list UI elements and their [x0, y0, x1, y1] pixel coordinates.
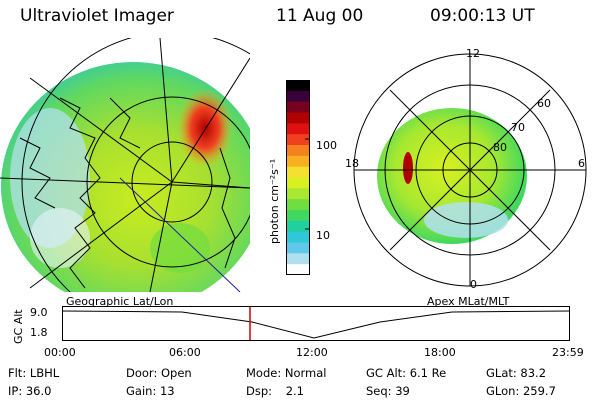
- info-glon: GLon: 259.7: [486, 384, 556, 398]
- colorbar-band: [286, 80, 310, 92]
- mlt-label-12: 12: [466, 47, 480, 60]
- timeline-ytick-high: 9.0: [30, 306, 48, 319]
- colorbar-band: [286, 253, 310, 265]
- mode-value: Normal: [284, 366, 327, 380]
- mlat-mlt-plot: [353, 53, 587, 287]
- colorbar-tick-100: 100: [316, 139, 337, 152]
- apex-caption: Apex MLat/MLT: [427, 295, 510, 308]
- timeline-xtick-1800: 18:00: [424, 346, 456, 359]
- flt-label: Flt:: [8, 366, 27, 380]
- timeline-xtick-2359: 23:59: [552, 346, 584, 359]
- timeline-xtick-0600: 06:00: [169, 346, 201, 359]
- info-mode: Mode: Normal: [246, 366, 326, 380]
- info-gcalt: GC Alt: 6.1 Re: [366, 366, 446, 380]
- colorbar-band: [286, 231, 310, 243]
- gain-label: Gain:: [126, 384, 157, 398]
- geographic-image: [0, 38, 250, 292]
- image-time: 09:00:13 UT: [430, 6, 535, 26]
- glat-label: GLat:: [486, 366, 517, 380]
- info-gain: Gain: 13: [126, 384, 175, 398]
- info-glat: GLat: 83.2: [486, 366, 546, 380]
- colorbar-band: [286, 177, 310, 189]
- image-date: 11 Aug 00: [276, 6, 364, 26]
- aurora-hotspot: [177, 88, 233, 168]
- timeline-ytick-low: 1.8: [30, 326, 48, 339]
- gcalt-label: GC Alt:: [366, 366, 407, 380]
- colorbar-unit-label: photon cm⁻²s⁻¹: [268, 158, 281, 244]
- colorbar-band: [286, 210, 310, 222]
- flt-value: LBHL: [29, 366, 60, 380]
- seq-value: 39: [395, 384, 410, 398]
- mlt-label-6: 6: [578, 157, 585, 170]
- mlat-label-80: 80: [493, 141, 507, 154]
- glon-value: 259.7: [522, 384, 556, 398]
- colorbar-band: [286, 220, 310, 233]
- colorbar-band: [286, 112, 310, 124]
- colorbar-frame: [286, 80, 310, 275]
- gain-value: 13: [159, 384, 175, 398]
- timeline-xtick-0000: 00:00: [44, 346, 76, 359]
- mlat-label-60: 60: [537, 97, 551, 110]
- mlat-label-70: 70: [511, 121, 525, 134]
- info-flt: Flt: LBHL: [8, 366, 59, 380]
- info-dsp: Dsp: 2.1: [246, 384, 304, 398]
- dsp-label: Dsp:: [246, 384, 273, 398]
- colorbar-tick-10: 10: [316, 229, 330, 242]
- colorbar-band: [286, 264, 310, 275]
- colorbar-band: [286, 101, 310, 113]
- door-value: Open: [160, 366, 192, 380]
- seq-label: Seq:: [366, 384, 392, 398]
- mlt-label-0: 0: [470, 278, 477, 291]
- colorbar-band: [286, 123, 310, 135]
- timeline-xtick-1200: 12:00: [296, 346, 328, 359]
- mlt-label-18: 18: [345, 157, 359, 170]
- altitude-timeline: [62, 306, 570, 341]
- dsp-value: 2.1: [285, 384, 304, 398]
- ip-label: IP:: [8, 384, 23, 398]
- info-seq: Seq: 39: [366, 384, 410, 398]
- colorbar-band: [286, 242, 310, 254]
- colorbar-band: [286, 166, 310, 178]
- colorbar-band: [286, 145, 310, 157]
- instrument-title: Ultraviolet Imager: [20, 6, 174, 26]
- colorbar-band: [286, 188, 310, 200]
- gcalt-value: 6.1 Re: [409, 366, 447, 380]
- info-ip: IP: 36.0: [8, 384, 51, 398]
- colorbar: [286, 80, 310, 275]
- colorbar-band: [286, 155, 310, 168]
- colorbar-band: [286, 199, 310, 211]
- glon-label: GLon:: [486, 384, 520, 398]
- mode-label: Mode:: [246, 366, 282, 380]
- geographic-caption: Geographic Lat/Lon: [66, 295, 174, 308]
- info-door: Door: Open: [126, 366, 192, 380]
- colorbar-band: [286, 134, 310, 146]
- ip-value: 36.0: [25, 384, 52, 398]
- door-label: Door:: [126, 366, 158, 380]
- colorbar-band: [286, 90, 310, 103]
- glat-value: 83.2: [520, 366, 547, 380]
- timeline-axis-label: GC Alt: [12, 309, 25, 344]
